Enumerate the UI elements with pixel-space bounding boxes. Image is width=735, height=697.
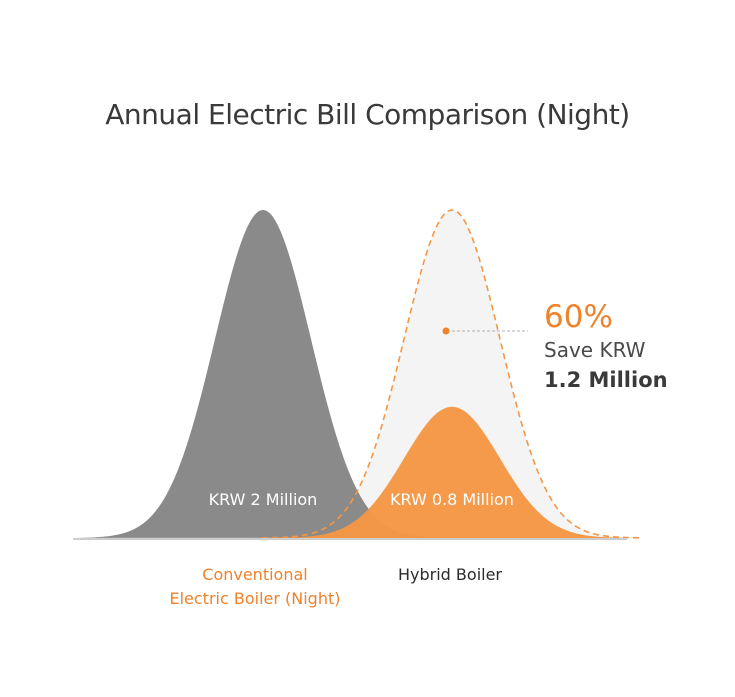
bar-conventional: [73, 210, 453, 538]
reference-outline: [261, 209, 643, 539]
chart-title: Annual Electric Bill Comparison (Night): [105, 98, 630, 131]
category-label-line: Electric Boiler (Night): [169, 589, 341, 608]
savings-amount: 1.2 Million: [544, 368, 668, 392]
data-label: KRW 2 Million: [209, 490, 318, 509]
savings-callout: 60% Save KRW 1.2 Million: [544, 298, 668, 395]
savings-percent: 60%: [544, 299, 613, 335]
bar-hybrid: [262, 406, 642, 538]
savings-line-1: Save KRW: [544, 338, 646, 362]
callout-dot: [442, 327, 450, 335]
data-label: KRW 0.8 Million: [390, 490, 514, 509]
category-label-line: Conventional: [202, 565, 308, 584]
category-label-conventional: Conventional Electric Boiler (Night): [140, 563, 370, 611]
category-label-line: Hybrid Boiler: [398, 565, 502, 584]
reference-area: [262, 210, 642, 538]
category-label-hybrid: Hybrid Boiler: [335, 563, 565, 587]
